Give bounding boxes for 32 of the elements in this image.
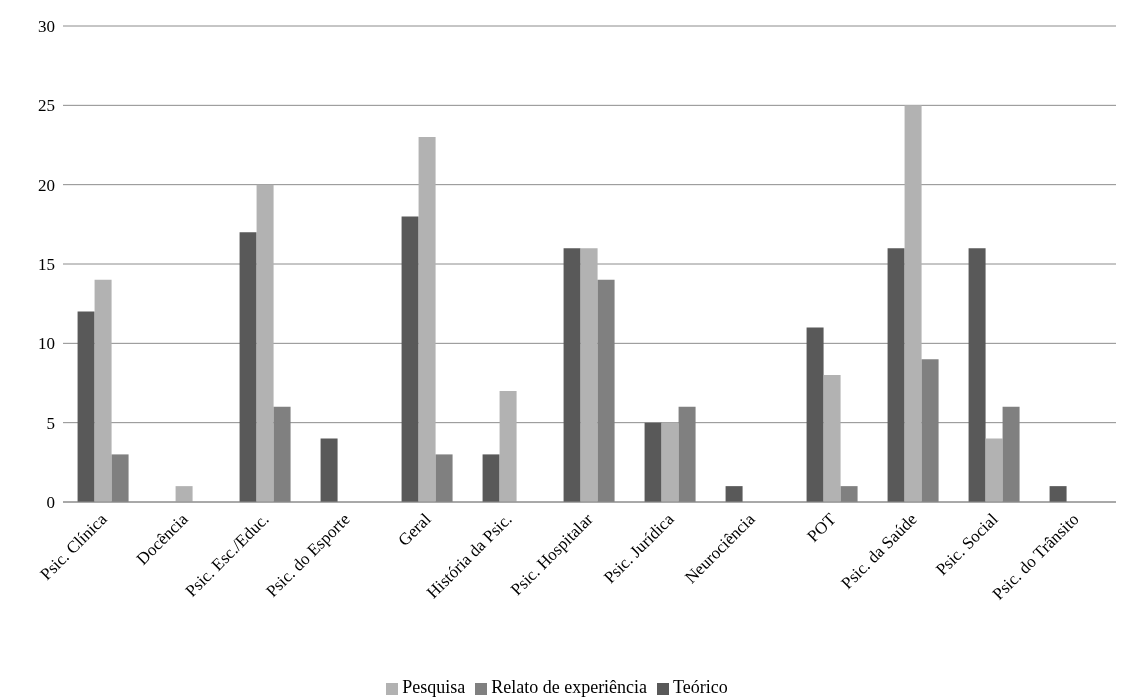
bar (580, 248, 598, 502)
y-tick-label: 15 (38, 255, 55, 275)
bar (94, 279, 112, 502)
bar (661, 422, 679, 502)
bar (806, 327, 824, 502)
y-tick-label: 0 (46, 493, 55, 513)
y-tick-label: 10 (38, 334, 55, 354)
bar (401, 216, 419, 502)
bar (644, 422, 662, 502)
bar (968, 248, 986, 502)
legend-label: Relato de experiência (491, 677, 648, 697)
bar (499, 390, 517, 502)
legend-label: Pesquisa (402, 677, 466, 697)
bar (256, 184, 274, 502)
y-tick-label: 20 (38, 175, 55, 195)
y-tick-label: 30 (38, 17, 55, 37)
bar (77, 311, 95, 502)
bar (320, 438, 338, 502)
bar (887, 248, 905, 502)
bar (823, 375, 841, 502)
bar (904, 105, 922, 502)
bar (482, 454, 500, 502)
bar (1049, 486, 1067, 502)
bar (418, 137, 436, 502)
legend-label: Teórico (673, 677, 728, 697)
bar (725, 486, 743, 502)
y-tick-label: 5 (46, 413, 55, 433)
bar (985, 438, 1003, 502)
bar (175, 486, 193, 502)
bar (563, 248, 581, 502)
y-tick-label: 25 (38, 96, 55, 116)
bar (239, 232, 257, 502)
